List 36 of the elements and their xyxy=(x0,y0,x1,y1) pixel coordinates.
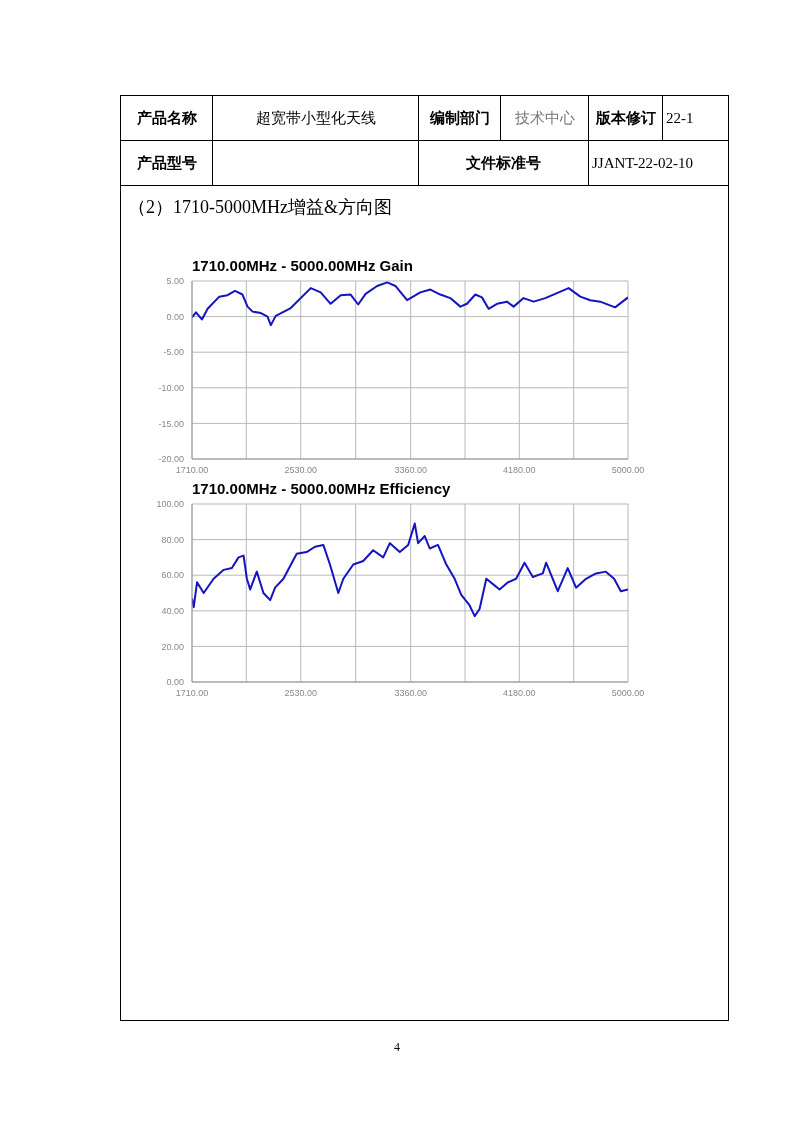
y-tick-label: -10.00 xyxy=(158,382,184,393)
y-tick-label: 100.00 xyxy=(156,499,184,510)
x-tick-label: 3360.00 xyxy=(394,688,427,699)
text: 版本修订 xyxy=(588,95,663,141)
y-tick-label: 5.00 xyxy=(166,276,184,287)
x-tick-label: 4180.00 xyxy=(503,465,536,476)
text: 4 xyxy=(393,1040,401,1055)
text: 22-1 xyxy=(662,95,729,141)
text: 文件标准号 xyxy=(418,140,589,186)
text: 产品名称 xyxy=(120,95,213,141)
x-tick-label: 1710.00 xyxy=(175,688,209,699)
x-tick-label: 1710.00 xyxy=(175,465,209,476)
y-tick-label: 60.00 xyxy=(161,570,184,581)
y-tick-label: -20.00 xyxy=(158,454,184,465)
y-tick-label: 0.00 xyxy=(166,677,184,688)
y-tick-label: 80.00 xyxy=(161,534,184,545)
chart-title: 1710.00MHz - 5000.00MHz Gain xyxy=(192,256,414,276)
text: 技术中心 xyxy=(500,95,589,141)
y-tick-label: 0.00 xyxy=(166,311,184,322)
y-tick-label: 40.00 xyxy=(161,605,184,616)
x-tick-label: 5000.00 xyxy=(611,688,645,699)
text: （2）1710-5000MHz增益&方向图 xyxy=(128,196,392,219)
text: 编制部门 xyxy=(418,95,501,141)
y-tick-label: 20.00 xyxy=(161,641,184,652)
x-tick-label: 4180.00 xyxy=(503,688,536,699)
chart-title: 1710.00MHz - 5000.00MHz Efficiency xyxy=(192,479,452,499)
text: 超宽带小型化天线 xyxy=(212,95,419,141)
text: JJANT-22-02-10 xyxy=(588,140,729,186)
line-series xyxy=(192,522,628,618)
x-tick-label: 3360.00 xyxy=(394,465,427,476)
x-tick-label: 2530.00 xyxy=(284,688,317,699)
text: 产品型号 xyxy=(120,140,213,186)
y-tick-label: -5.00 xyxy=(163,347,184,358)
x-tick-label: 5000.00 xyxy=(611,465,645,476)
x-tick-label: 2530.00 xyxy=(284,465,317,476)
y-tick-label: -15.00 xyxy=(158,418,184,429)
